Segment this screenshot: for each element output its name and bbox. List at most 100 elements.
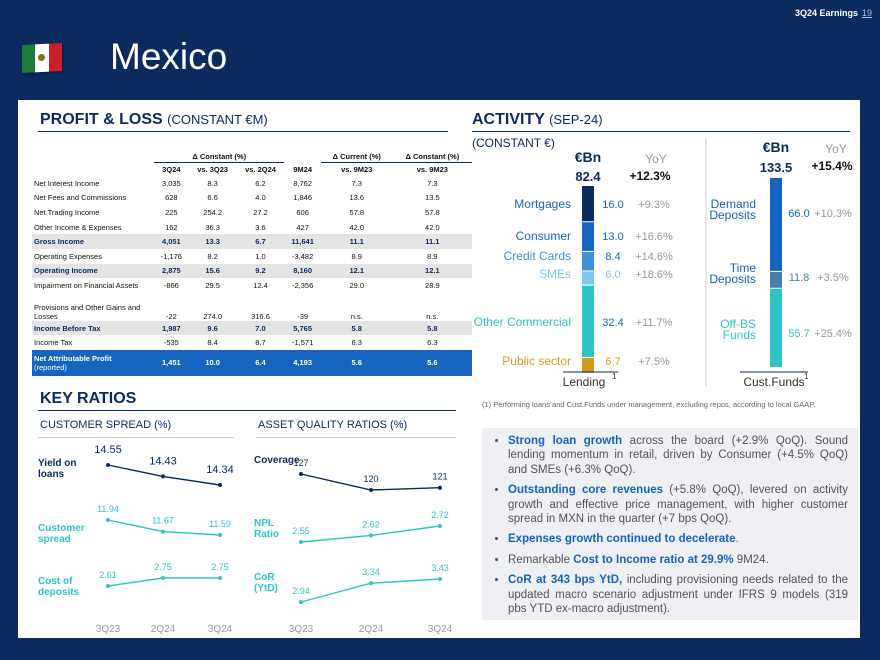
cell: 8.4 bbox=[207, 338, 218, 348]
highlight-bullet: Expenses growth continued to decelerate. bbox=[508, 532, 848, 546]
page-number[interactable]: 19 bbox=[861, 8, 872, 18]
ratio-point bbox=[369, 488, 373, 492]
page-label: 3Q24 Earnings 19 bbox=[794, 8, 872, 18]
funds-label: Deposits bbox=[709, 208, 756, 222]
ratio-series-label: Customer bbox=[38, 523, 85, 534]
cell: 3,035 bbox=[161, 178, 181, 188]
cell: 6.6 bbox=[207, 193, 218, 203]
cell: 1,846 bbox=[293, 193, 313, 203]
cell: -3,482 bbox=[291, 251, 314, 261]
table-row: Net Attributable Profit (reported) 1,451 10… bbox=[32, 349, 472, 376]
quarter-label: 2Q24 bbox=[151, 624, 176, 635]
cell: 13.5 bbox=[425, 193, 440, 203]
column-header: 3Q24 bbox=[162, 165, 181, 174]
ratio-point bbox=[438, 485, 442, 490]
cell: 11,641 bbox=[284, 234, 321, 249]
cell: 5.8 bbox=[320, 320, 393, 336]
cell: 9.2 bbox=[236, 263, 285, 279]
lending-bar-segment bbox=[582, 271, 594, 285]
header-bar: 3Q24 Earnings 19 Mexico bbox=[0, 0, 880, 100]
ratio-value: 2.94 bbox=[292, 586, 310, 596]
funds-label: Off-BS bbox=[720, 317, 756, 331]
cell: 28.9 bbox=[425, 280, 440, 290]
ratio-series-label: loans bbox=[38, 469, 65, 480]
group-header: Δ Constant (%) bbox=[154, 150, 285, 163]
lending-label: Consumer bbox=[516, 229, 571, 243]
lending-yoy: +11.7% bbox=[636, 317, 673, 329]
cell: 606 bbox=[296, 207, 309, 217]
page-title: Mexico bbox=[110, 36, 228, 77]
lending-label: Other Commercial bbox=[474, 315, 571, 329]
ratio-series-label: Ratio bbox=[254, 529, 279, 540]
activity-footnote: (1) Performing loans and Cust.Funds unde… bbox=[482, 400, 816, 409]
row-label: Income Before Tax bbox=[32, 320, 154, 336]
ratios-title: KEY RATIOS bbox=[40, 390, 137, 407]
ratio-point bbox=[106, 518, 110, 522]
cell: 274.0 bbox=[203, 311, 223, 321]
cell: 10.0 bbox=[188, 349, 237, 376]
cell: 2,875 bbox=[154, 263, 189, 279]
cell: 254.2 bbox=[203, 207, 223, 217]
mexico-flag-icon bbox=[22, 42, 62, 74]
lending-label: Mortgages bbox=[514, 197, 571, 211]
funds-label: Time bbox=[730, 261, 757, 275]
cell: 162 bbox=[165, 222, 178, 232]
funds-yoy: +25.4% bbox=[814, 328, 852, 340]
quarter-label: 3Q23 bbox=[96, 624, 121, 635]
asset-quality-title: ASSET QUALITY RATIOS (%) bbox=[258, 419, 408, 431]
cell: 628 bbox=[165, 193, 178, 203]
ratio-point bbox=[299, 540, 303, 544]
lending-bar-segment bbox=[582, 186, 594, 222]
ratio-value: 11.67 bbox=[152, 516, 174, 526]
row-label: Operating Expenses bbox=[34, 251, 102, 261]
cell: 6.2 bbox=[255, 178, 266, 188]
pl-table: Δ Constant (%) Δ Current (%) Δ Constant (%… bbox=[32, 150, 472, 376]
table-row: Income Before Tax 1,987 9.6 7.0 5,765 5.8 5.8 bbox=[32, 320, 472, 336]
cell: 27.2 bbox=[253, 207, 268, 217]
lending-axis-label: Lending bbox=[563, 375, 606, 389]
cell: 12.4 bbox=[253, 280, 268, 290]
table-row: Net Fees and Commissions 628 6.6 4.0 1,846 13… bbox=[32, 191, 472, 206]
funds-axis-label: Cust.Funds bbox=[743, 375, 804, 389]
cell: -39 bbox=[297, 311, 309, 321]
cell: 12.1 bbox=[320, 263, 393, 279]
ratio-point bbox=[161, 576, 165, 580]
cell: 42.0 bbox=[349, 222, 365, 232]
cell: 4.0 bbox=[255, 193, 266, 203]
ratio-series-label: Coverage bbox=[254, 455, 300, 466]
ratio-series-label: deposits bbox=[38, 587, 80, 598]
spread-title: CUSTOMER SPREAD (%) bbox=[40, 419, 172, 431]
column-header: vs. 2Q24 bbox=[245, 165, 276, 174]
pl-rule bbox=[38, 131, 448, 132]
cell: n.s. bbox=[426, 311, 439, 321]
lending-value: 13.0 bbox=[602, 231, 623, 243]
ratios-rule bbox=[38, 410, 456, 411]
ratio-series-label: NPL bbox=[254, 518, 274, 529]
funds-label: Deposits bbox=[709, 272, 756, 286]
cell: 8.3 bbox=[207, 178, 218, 188]
ratio-value: 3.43 bbox=[431, 563, 449, 573]
quarter-label: 2Q24 bbox=[359, 624, 384, 635]
cell: 6.3 bbox=[427, 338, 438, 348]
row-label: Gross Income bbox=[32, 234, 154, 249]
column-header: vs. 9M23 bbox=[341, 165, 373, 174]
ratio-point bbox=[438, 524, 442, 528]
funds-bar-segment bbox=[770, 288, 782, 367]
ratio-series-label: Cost of bbox=[38, 576, 73, 587]
cell: 225 bbox=[165, 207, 178, 217]
highlight-bullet: Outstanding core revenues (+5.8% QoQ), l… bbox=[508, 483, 848, 526]
asset-rule bbox=[256, 437, 456, 438]
cell: 6.3 bbox=[351, 338, 362, 348]
cell: 8,160 bbox=[284, 263, 321, 279]
lending-yoy: +14.6% bbox=[635, 251, 673, 263]
pl-group-header: Δ Constant (%) Δ Current (%) Δ Constant (%… bbox=[32, 150, 472, 163]
activity-title: ACTIVITY (SEP-24) bbox=[472, 111, 603, 128]
ratio-series-label: Yield on bbox=[38, 458, 77, 469]
row-label: Net Attributable Profit (reported) bbox=[32, 349, 154, 376]
lending-value: 6.0 bbox=[605, 269, 620, 281]
lending-bar-segment bbox=[582, 358, 594, 373]
lending-yoy-header: YoY bbox=[645, 152, 667, 166]
ratio-series-label: (YtD) bbox=[254, 583, 278, 594]
